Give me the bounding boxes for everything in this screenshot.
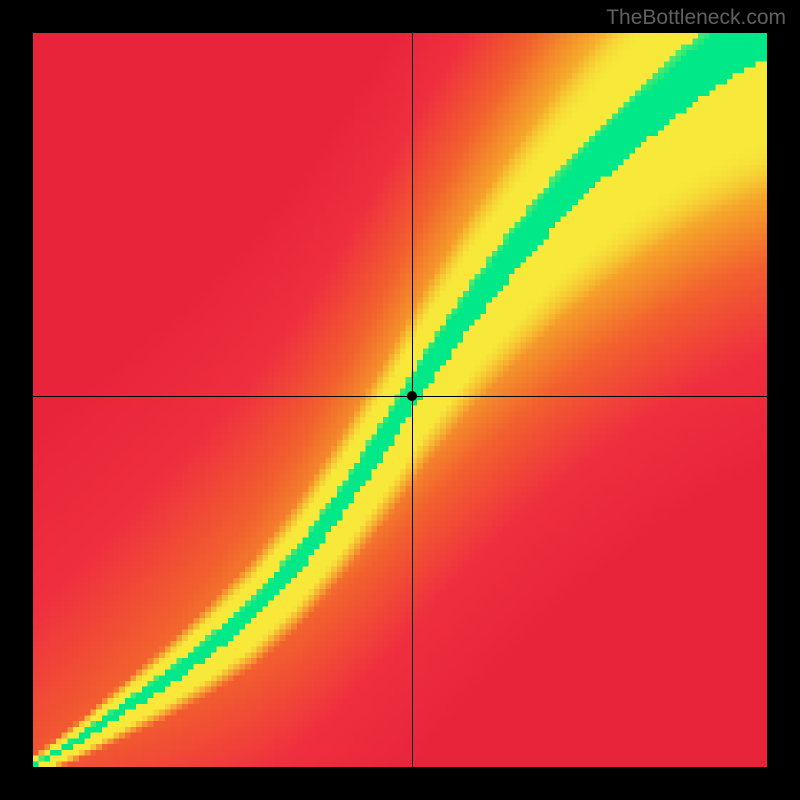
operating-point-marker [407, 391, 417, 401]
watermark-text: TheBottleneck.com [606, 6, 786, 30]
heatmap-canvas [33, 33, 767, 767]
crosshair-horizontal [33, 396, 767, 397]
bottleneck-heatmap [33, 33, 767, 767]
